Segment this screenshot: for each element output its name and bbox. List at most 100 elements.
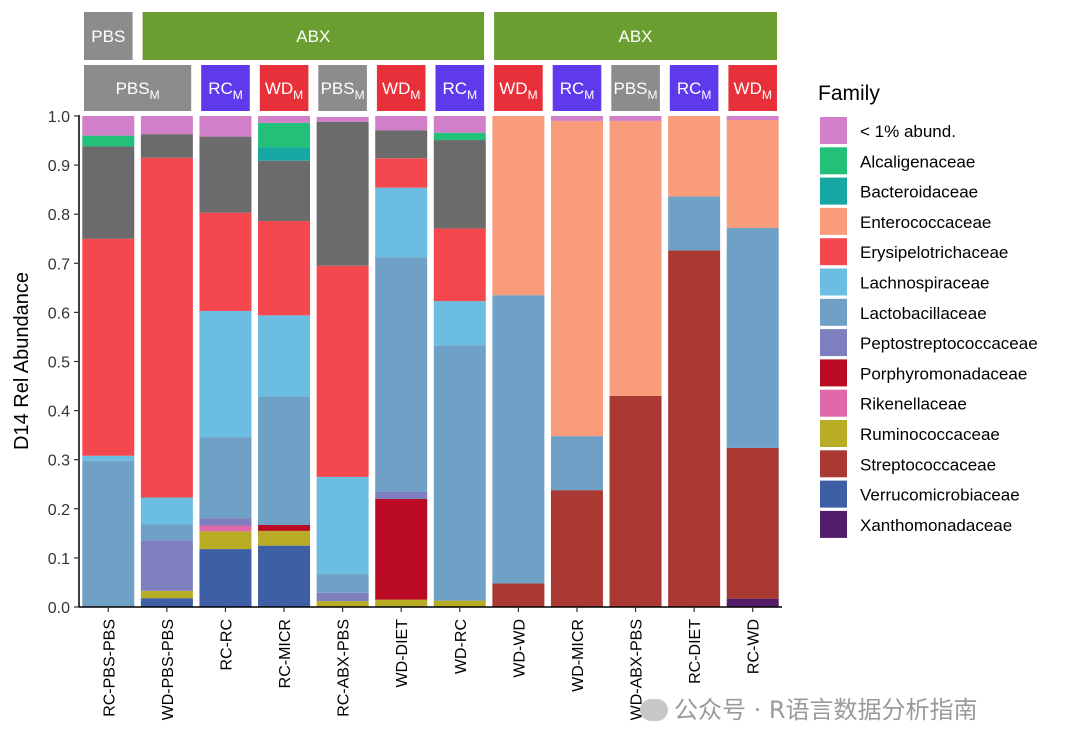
strip-bottom-rc-bg xyxy=(669,65,719,111)
bar-segment-RC-WD-Lactobacillaceae xyxy=(726,227,779,448)
bar-segment-RC-RC-Ruminococcaceae xyxy=(199,531,252,550)
bar-segment-RC-MICR-Lachnospiraceae xyxy=(258,315,311,397)
bar-segment-WD-MICR--1-abund- xyxy=(550,116,603,121)
strip-bottom-wd-label: WDM xyxy=(265,79,303,102)
legend-swatch xyxy=(820,329,847,357)
legend-swatch xyxy=(820,268,847,296)
y-axis-label: D14 Rel Abundance xyxy=(11,272,33,450)
strip-bottom-wd-bg xyxy=(259,65,309,111)
y-tick-label: 0.8 xyxy=(48,207,70,224)
bar-segment-WD-RC-Lactobacillaceae xyxy=(433,345,486,601)
bar-segment-WD-DIET-Lactobacillaceae xyxy=(375,257,428,492)
bar-segment-WD-PBS-PBS-Erysipelotrichaceae xyxy=(140,157,193,498)
legend-swatch xyxy=(820,298,847,326)
legend-title: Family xyxy=(818,82,880,105)
bar-segment-WD-WD-Enterococcaceae xyxy=(492,116,545,296)
x-tick-label: WD-RC xyxy=(453,619,470,674)
strip-bottom-rc-label: RCM xyxy=(560,79,595,102)
y-tick-label: 0.0 xyxy=(48,600,70,617)
strip-bottom-rc-label: RCM xyxy=(443,79,478,102)
bar-segment-RC-PBS-PBS-Alcaligenaceae xyxy=(82,135,135,147)
bar-segment-RC-RC-Rikenellaceae xyxy=(199,525,252,532)
legend-swatch xyxy=(820,389,847,417)
legend-swatch xyxy=(820,117,847,144)
bar-segment-WD-DIET-Porphyromonadaceae xyxy=(375,498,428,600)
bar-segment-RC-ABX-PBS-Lachnospiraceae xyxy=(316,476,369,575)
legend-label: Enterococcaceae xyxy=(860,213,991,232)
legend-swatch xyxy=(820,147,847,175)
bar-segment-WD-RC--1-abund- xyxy=(433,116,486,133)
strip-bottom-rc-bg xyxy=(552,65,602,111)
bar-segment-RC-MICR-Other-dark-grey- xyxy=(258,160,311,222)
bar-segment-WD-RC-Other-dark-grey- xyxy=(433,140,486,229)
legend-label: Verrucomicrobiaceae xyxy=(860,486,1020,505)
bar-segment-WD-RC-Erysipelotrichaceae xyxy=(433,228,486,302)
strip-top-pbs-label: PBS xyxy=(91,27,125,46)
strip-bottom-rc-label: RCM xyxy=(208,79,243,102)
bar-segment-WD-PBS-PBS-Lactobacillaceae xyxy=(140,524,193,541)
bar-segment-RC-DIET-Lactobacillaceae xyxy=(668,196,721,251)
bar-segment-RC-ABX-PBS--1-abund- xyxy=(316,116,369,122)
x-tick-label: WD-PBS-PBS xyxy=(160,619,177,720)
legend-label: Erysipelotrichaceae xyxy=(860,243,1008,262)
watermark: 公众号 · R语言数据分析指南 xyxy=(640,690,978,725)
bar-segment-WD-MICR-Enterococcaceae xyxy=(550,120,603,437)
bar-segment-WD-PBS-PBS-Other-dark-grey- xyxy=(140,134,193,158)
legend-swatch xyxy=(820,359,847,387)
bar-segment-RC-MICR-Alcaligenaceae xyxy=(258,122,311,148)
bar-segment-RC-ABX-PBS-Erysipelotrichaceae xyxy=(316,265,369,477)
bar-segment-RC-WD--1-abund- xyxy=(726,116,779,120)
strip-bottom-pbs-label: PBSM xyxy=(321,79,365,102)
x-tick-label: RC-MICR xyxy=(277,619,294,688)
legend-swatch xyxy=(820,450,847,478)
x-tick-label: RC-ABX-PBS xyxy=(336,619,353,717)
bar-segment-RC-DIET-Streptococcaceae xyxy=(668,250,721,607)
bar-segment-RC-PBS-PBS-Lachnospiraceae xyxy=(82,455,135,461)
bar-segment-RC-ABX-PBS-Lactobacillaceae xyxy=(316,574,369,593)
bar-segment-WD-DIET-Erysipelotrichaceae xyxy=(375,158,428,188)
legend-label: Lachnospiraceae xyxy=(860,274,989,293)
bar-segment-RC-DIET-Enterococcaceae xyxy=(668,116,721,197)
x-tick-label: WD-WD xyxy=(511,619,528,678)
strip-bottom-pbs-bg xyxy=(611,65,660,111)
y-tick-label: 0.1 xyxy=(48,551,70,568)
bar-segment-RC-ABX-PBS-Ruminococcaceae xyxy=(316,601,369,607)
x-tick-label: RC-RC xyxy=(219,619,236,671)
strip-top-abx-label: ABX xyxy=(618,27,652,46)
bar-segment-RC-MICR--1-abund- xyxy=(258,116,311,123)
strip-bottom-pbs-bg xyxy=(84,65,192,111)
strip-bottom-rc-bg xyxy=(201,65,250,111)
x-tick-label: WD-DIET xyxy=(394,619,411,688)
strip-bottom-pbs-label: PBSM xyxy=(116,79,160,102)
bars-layer xyxy=(82,116,779,608)
legend-swatch xyxy=(820,420,847,447)
y-tick-label: 0.7 xyxy=(48,256,70,273)
y-tick-label: 0.2 xyxy=(48,502,70,519)
strip-bottom-pbs-bg xyxy=(318,65,367,111)
strip-top-pbs-bg xyxy=(84,12,133,60)
bar-segment-WD-PBS-PBS-Lachnospiraceae xyxy=(140,497,193,525)
bar-segment-WD-WD-Lactobacillaceae xyxy=(492,295,545,584)
strip-bottom-wd-bg xyxy=(494,65,543,111)
legend-swatch xyxy=(820,480,847,508)
bar-segment-RC-MICR-Erysipelotrichaceae xyxy=(258,221,311,316)
y-tick-label: 0.9 xyxy=(48,158,70,175)
bar-segment-WD-ABX-PBS-Streptococcaceae xyxy=(609,395,662,607)
bar-segment-WD-PBS-PBS-Verrucomicrobiaceae xyxy=(140,598,193,607)
bar-segment-WD-PBS-PBS--1-abund- xyxy=(140,116,193,135)
bar-segment-RC-RC-Other-dark-grey- xyxy=(199,136,252,213)
y-tick-label: 0.5 xyxy=(48,355,70,372)
bar-segment-WD-ABX-PBS-Enterococcaceae xyxy=(609,120,662,396)
bar-segment-WD-RC-Ruminococcaceae xyxy=(433,600,486,607)
legend-label: Peptostreptococcaceae xyxy=(860,334,1038,353)
strip-bottom-pbs-label: PBSM xyxy=(613,79,657,102)
watermark-text: 公众号 · R语言数据分析指南 xyxy=(674,696,978,724)
strip-bottom-wd-bg xyxy=(376,65,426,111)
strip-top-abx-bg xyxy=(142,12,485,60)
facet-strips: PBS ABX ABX PBSM RCM WDM PBSM WDM RCM WDM RCM PBSM R… xyxy=(84,12,777,111)
y-tick-label: 0.6 xyxy=(48,305,70,322)
bar-segment-RC-MICR-Lactobacillaceae xyxy=(258,396,311,525)
legend-label: Lactobacillaceae xyxy=(860,304,987,323)
bar-segment-WD-DIET-Ruminococcaceae xyxy=(375,599,428,607)
